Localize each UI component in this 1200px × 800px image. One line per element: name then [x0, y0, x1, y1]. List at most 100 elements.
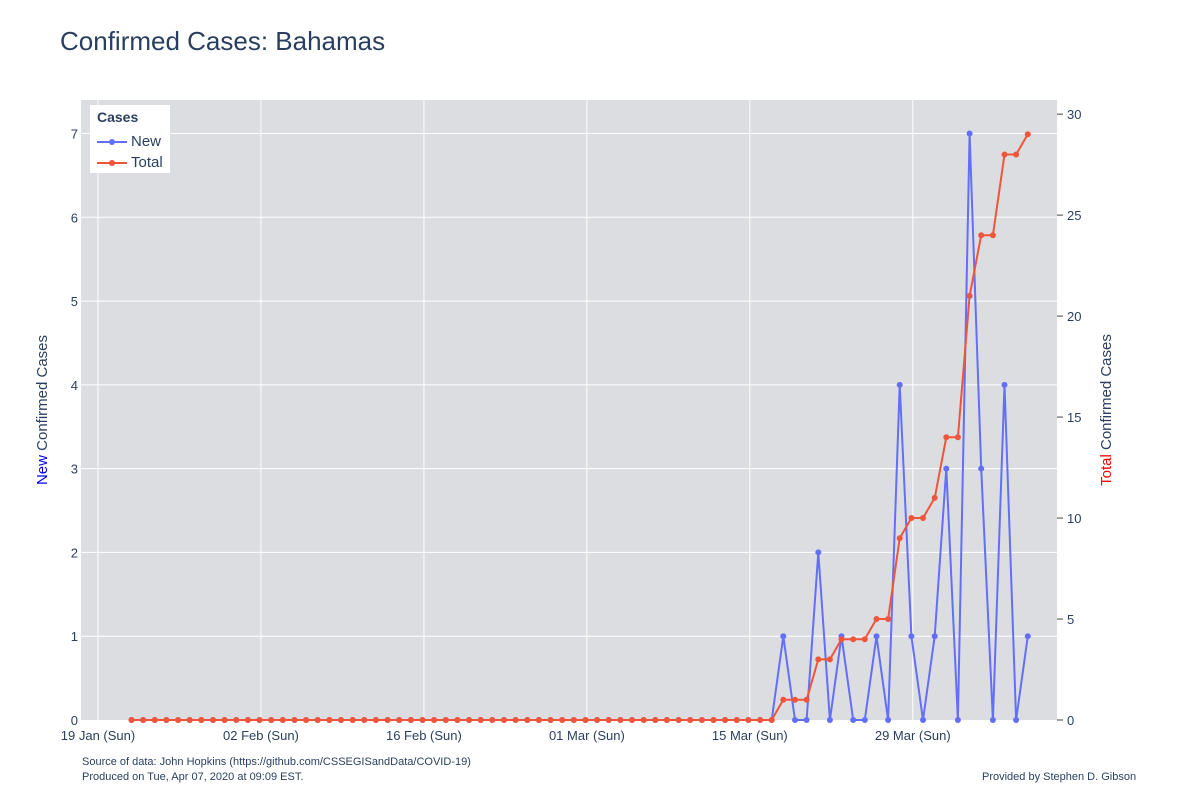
- legend-item-new[interactable]: New: [95, 132, 170, 152]
- data-point-total: [663, 717, 670, 723]
- data-point-total: [815, 656, 822, 663]
- data-point-total: [396, 717, 403, 723]
- data-point-new: [1001, 381, 1008, 388]
- data-point-new: [931, 633, 938, 640]
- data-point-total: [954, 434, 961, 441]
- data-point-new: [989, 717, 996, 723]
- legend[interactable]: Cases New Total: [90, 105, 170, 173]
- footer-credit: Provided by Stephen D. Gibson: [982, 771, 1137, 783]
- data-point-total: [582, 717, 589, 723]
- data-point-total: [1001, 151, 1008, 158]
- data-point-total: [198, 717, 205, 723]
- data-point-new: [780, 633, 787, 640]
- data-point-total: [978, 232, 985, 239]
- y-right-tick-label: 5: [1067, 612, 1074, 627]
- data-point-total: [244, 717, 251, 723]
- y-axis-left: 0 1 2 3 4 5 6 7: [71, 127, 78, 728]
- chart-title: Confirmed Cases: Bahamas: [60, 26, 386, 56]
- data-point-new: [885, 717, 892, 723]
- data-point-new: [826, 717, 833, 723]
- data-point-new: [1024, 633, 1031, 640]
- data-point-total: [594, 717, 601, 723]
- y-left-tick-label: 5: [71, 294, 78, 309]
- data-point-total: [768, 717, 775, 723]
- data-point-total: [745, 717, 752, 723]
- data-point-total: [524, 717, 531, 723]
- data-point-total: [361, 717, 368, 723]
- y-right-tick-label: 25: [1067, 208, 1081, 223]
- data-point-total: [303, 717, 310, 723]
- data-point-total: [256, 717, 263, 723]
- x-tick-label: 15 Mar (Sun): [712, 728, 788, 743]
- data-point-total: [885, 616, 892, 622]
- data-point-new: [815, 549, 822, 556]
- y-right-tick-label: 20: [1067, 309, 1081, 324]
- y-left-tick-label: 4: [71, 378, 78, 393]
- data-point-total: [163, 717, 170, 723]
- data-point-total: [838, 636, 845, 643]
- data-point-total: [629, 717, 635, 723]
- data-point-new: [966, 130, 973, 137]
- data-point-total: [605, 717, 612, 723]
- x-tick-label: 16 Feb (Sun): [386, 728, 462, 743]
- data-point-total: [896, 535, 903, 542]
- data-point-total: [338, 717, 344, 723]
- data-point-total: [675, 717, 682, 723]
- data-point-total: [617, 717, 624, 723]
- data-point-total: [535, 717, 542, 723]
- y-right-tick-label: 30: [1067, 107, 1081, 122]
- data-point-total: [1024, 131, 1031, 138]
- data-point-total: [372, 717, 379, 723]
- data-point-new: [873, 633, 880, 640]
- data-point-total: [826, 656, 833, 663]
- data-point-total: [943, 434, 950, 441]
- legend-item-total[interactable]: Total: [95, 153, 170, 173]
- y-right-tick-label: 0: [1067, 713, 1074, 728]
- y-left-tick-label: 1: [71, 629, 78, 644]
- data-point-total: [151, 717, 158, 723]
- y-axis-left-label: New Confirmed Cases: [34, 335, 51, 485]
- data-point-new: [803, 717, 810, 723]
- data-point-total: [1013, 151, 1020, 158]
- data-point-total: [291, 717, 298, 723]
- data-point-total: [233, 717, 240, 723]
- data-point-total: [780, 696, 787, 703]
- y-left-tick-label: 3: [71, 462, 78, 477]
- data-point-total: [652, 717, 659, 723]
- data-point-total: [850, 636, 857, 643]
- data-point-total: [501, 717, 507, 723]
- y-axis-right: 0 5 10 15 20 25 30: [1057, 107, 1081, 728]
- data-point-total: [547, 717, 554, 723]
- data-point-total: [931, 494, 938, 501]
- data-point-total: [268, 717, 275, 723]
- data-point-new: [943, 465, 950, 472]
- data-point-total: [210, 717, 216, 723]
- data-point-total: [442, 717, 449, 723]
- x-tick-label: 29 Mar (Sun): [875, 728, 951, 743]
- data-point-total: [908, 515, 915, 521]
- data-point-total: [407, 717, 414, 723]
- x-axis: 19 Jan (Sun) 02 Feb (Sun) 16 Feb (Sun) 01 M…: [61, 728, 951, 743]
- data-point-total: [687, 717, 694, 723]
- legend-title: Cases: [97, 109, 139, 125]
- y-right-tick-label: 15: [1067, 410, 1081, 425]
- data-point-total: [920, 515, 926, 521]
- data-point-total: [431, 717, 438, 723]
- legend-label-new: New: [131, 133, 162, 150]
- y-left-tick-label: 2: [71, 545, 78, 560]
- data-point-total: [512, 717, 519, 723]
- data-point-new: [792, 717, 798, 723]
- data-point-total: [140, 717, 147, 723]
- footer-source: Source of data: John Hopkins (https://gi…: [82, 756, 471, 768]
- data-point-total: [861, 636, 868, 643]
- data-point-total: [314, 717, 321, 723]
- data-point-total: [989, 232, 996, 239]
- data-point-total: [966, 292, 973, 299]
- data-point-total: [221, 717, 228, 723]
- data-point-total: [175, 717, 182, 723]
- y-left-tick-label: 7: [71, 127, 78, 142]
- y-axis-right-label: Total Confirmed Cases: [1098, 334, 1115, 486]
- data-point-total: [489, 717, 496, 723]
- data-point-total: [698, 717, 705, 723]
